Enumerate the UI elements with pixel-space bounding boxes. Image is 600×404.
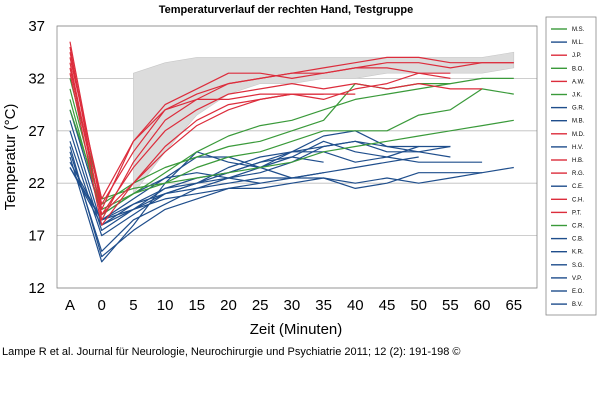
x-tick-labels: A 0 5 10 15 20 25 30 35 40 45 50 55 60 65 [65,297,522,314]
series-line-kr [69,146,483,258]
x-tick-label: 50 [410,297,427,314]
series-line-ml [69,156,419,221]
x-tick-label: 60 [474,297,491,314]
y-tick-label: 17 [28,228,45,245]
series-group [69,41,514,263]
x-tick-label: 40 [347,297,364,314]
series-line-md [69,57,451,200]
y-tick-label: 32 [28,70,45,87]
legend-label: M.S. [572,27,585,33]
legend-label: K.R. [572,250,584,256]
legend-label: J.K. [572,93,583,99]
legend-label: J.P. [572,53,582,59]
y-tick-label: 37 [28,18,45,35]
x-tick-label: A [65,297,75,314]
x-axis-label: Zeit (Minuten) [250,321,343,338]
legend-label: A.W. [572,79,585,85]
legend-label: M.L. [572,40,584,46]
x-tick-label: 5 [129,297,137,314]
y-tick-label: 22 [28,175,45,192]
legend-label: H.B. [572,158,584,164]
range-band [133,51,515,195]
x-tick-label: 0 [98,297,106,314]
x-tick-label: 15 [188,297,205,314]
x-tick-label: 45 [379,297,396,314]
legend-label: H.V. [572,145,583,151]
legend-box [545,16,597,316]
series-line-mb [69,151,483,221]
y-tick-label: 27 [28,123,45,140]
legend-label: M.D. [572,132,585,138]
legend-label: C.R. [572,224,584,230]
x-tick-label: 35 [315,297,332,314]
legend-label: P.T. [572,210,582,216]
series-line-bo [69,77,514,216]
legend-label: C.B. [572,237,584,243]
y-tick-labels: 12 17 22 27 32 37 [28,18,45,297]
series-line-aw [69,46,514,221]
x-tick-label: 30 [284,297,301,314]
series-line-ch [69,52,451,205]
series-line-cb [69,140,451,263]
chart: Temperaturverlauf der rechten Hand, Test… [2,4,597,338]
source-caption: Lampe R et al. Journal für Neurologie, N… [2,346,461,358]
legend-label: B.V. [572,302,583,308]
legend-label: G.R. [572,106,585,112]
legend-label: E.O. [572,289,584,295]
chart-title: Temperaturverlauf der rechten Hand, Test… [159,4,413,16]
legend-label: C.H. [572,197,584,203]
series-line-jk [69,88,514,210]
x-tick-label: 20 [220,297,237,314]
y-axis-label: Temperatur (°C) [2,104,19,211]
legend-label: R.G. [572,171,585,177]
legend-label: M.B. [572,119,585,125]
series-line-hv [69,140,451,237]
series-line-cr [69,82,451,205]
plot-frame [56,25,538,289]
series-line-hb [69,67,483,216]
x-tick-label: 65 [505,297,522,314]
legend: M.S. M.L. J.P. B.O. A.W. J.K. G.R. M.B. M.D. H.V.… [551,27,585,308]
series-line-pt [69,62,324,216]
x-tick-label: 25 [252,297,269,314]
legend-label: V.P. [572,276,582,282]
y-tick-label: 12 [28,280,45,297]
x-tick-label: 55 [442,297,459,314]
legend-label: C.E. [572,184,584,190]
range-band-area [133,51,515,195]
legend-label: B.O. [572,66,584,72]
x-tick-label: 10 [157,297,174,314]
legend-label: S.G. [572,263,584,269]
